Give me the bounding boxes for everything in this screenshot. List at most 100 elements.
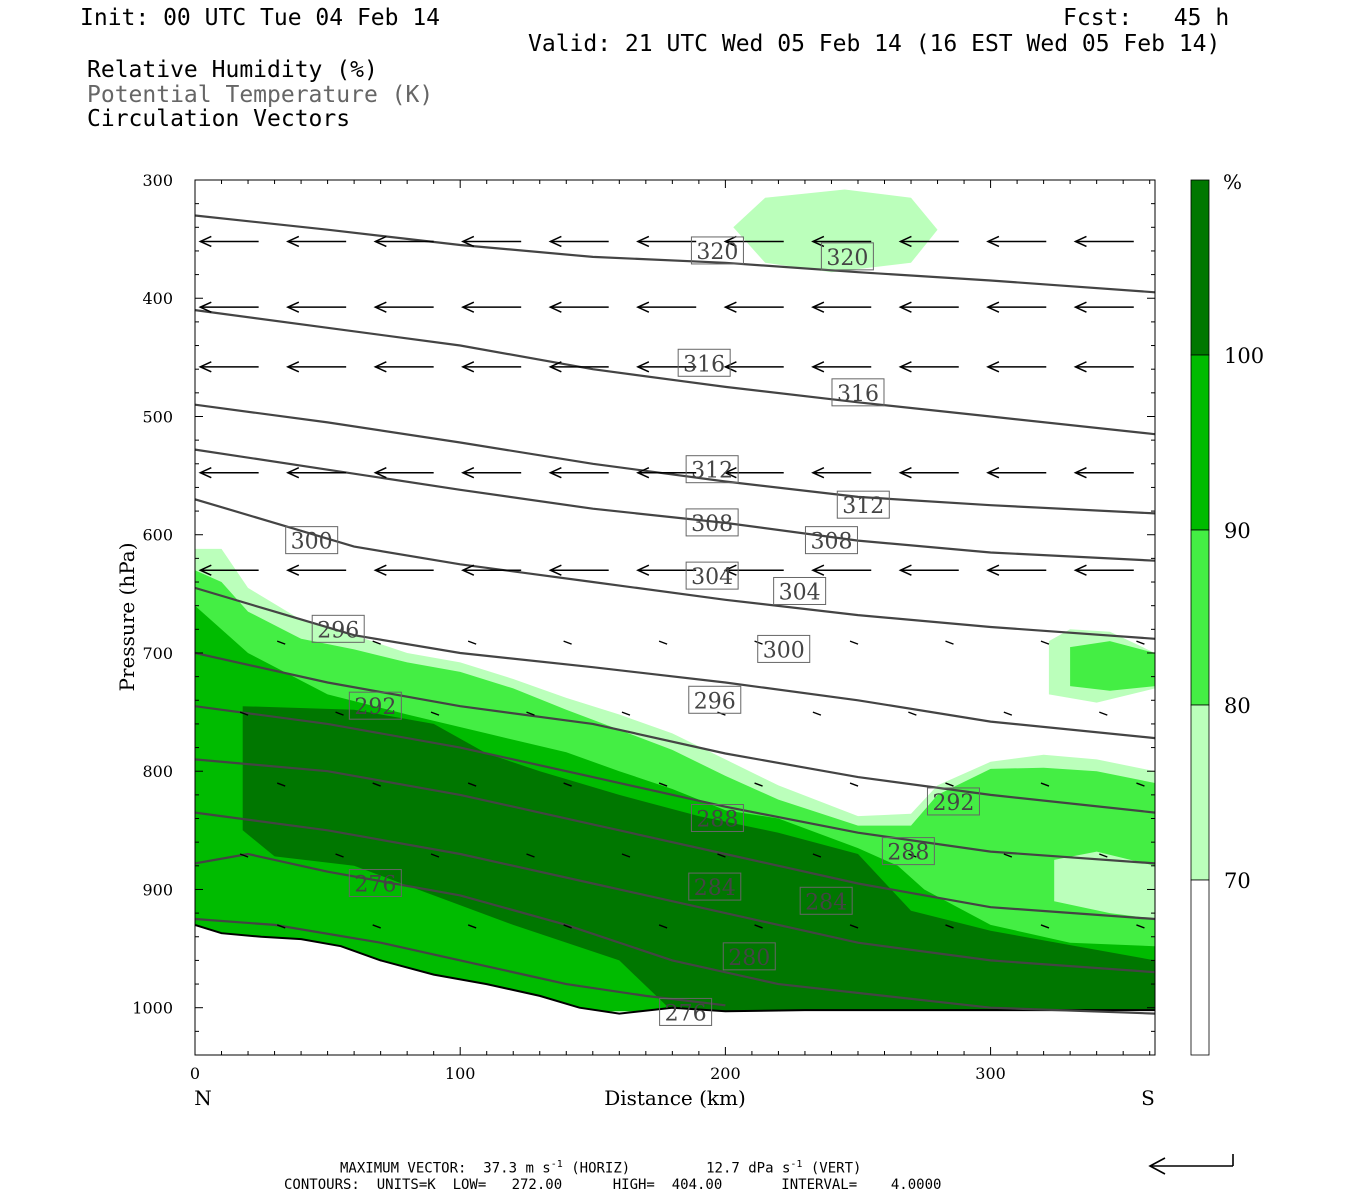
small-circulation-vector: [849, 924, 859, 929]
small-circulation-vector: [812, 853, 822, 858]
vector-head: [373, 467, 387, 479]
theta-label-text: 300: [763, 638, 805, 663]
colorbar-segment: [1190, 704, 1210, 881]
circulation-vector: [373, 467, 434, 479]
vector-head: [198, 564, 212, 576]
theta-label-text: 320: [826, 246, 868, 271]
x-tick-label: 100: [445, 1064, 476, 1083]
circulation-vector: [723, 467, 784, 479]
vector-head: [461, 301, 475, 313]
circulation-vector: [1073, 301, 1134, 313]
rh-fill-pocket: [1054, 851, 1155, 919]
circulation-vector: [898, 301, 959, 313]
vector-head: [548, 361, 562, 373]
circulation-vector: [898, 235, 959, 248]
small-circulation-vector: [945, 924, 954, 929]
theta-label-text: 284: [694, 876, 736, 901]
circulation-vector: [373, 301, 434, 313]
theta-label-box: [804, 526, 858, 555]
theta-contour-304: [195, 498, 1155, 640]
vector-head: [373, 235, 387, 248]
theta-label-box: [685, 455, 739, 484]
circulation-vector: [811, 564, 872, 576]
vector-head: [373, 564, 387, 576]
small-circulation-vector: [754, 782, 763, 787]
vector-head: [461, 235, 475, 248]
small-circulation-vector: [372, 782, 381, 787]
theta-label-288: 288: [690, 804, 744, 833]
circulation-vector: [1073, 564, 1134, 576]
theta-label-box: [659, 997, 713, 1026]
theta-label-text: 316: [837, 382, 879, 407]
small-circulation-vector: [430, 853, 440, 858]
theta-contour-308: [195, 448, 1155, 562]
vector-head: [811, 564, 825, 576]
vector-head: [548, 467, 562, 479]
circulation-vector: [898, 467, 959, 479]
theta-label-308: 308: [804, 526, 858, 555]
circulation-vector: [286, 467, 347, 479]
theta-label-288: 288: [881, 837, 935, 866]
circulation-vector: [1073, 235, 1134, 248]
theta-label-300: 300: [285, 526, 339, 555]
vector-head: [548, 301, 562, 313]
circulation-vector: [461, 235, 522, 248]
below-ground-mask: [195, 924, 1155, 1055]
theta-label-box: [688, 872, 742, 901]
small-circulation-vector: [849, 640, 859, 645]
circulation-vector: [198, 564, 259, 576]
colorbar-segment: [1190, 179, 1210, 356]
vector-head: [811, 235, 825, 248]
theta-label-box: [685, 561, 739, 590]
theta-label-312: 312: [685, 455, 739, 484]
x-axis-label: Distance (km): [604, 1086, 746, 1110]
vector-head: [198, 235, 212, 248]
small-circulation-vector: [526, 711, 535, 716]
small-circulation-vector: [1099, 711, 1108, 716]
y-tick-label: 400: [142, 289, 173, 308]
vector-head: [373, 361, 387, 373]
small-circulation-vector: [563, 640, 572, 645]
max-vector-vert-tail: (VERT): [810, 1160, 862, 1177]
circulation-vector: [548, 235, 609, 248]
circulation-vector: [198, 235, 259, 248]
theta-label-text: 296: [317, 618, 359, 643]
x-tick-label: 200: [710, 1064, 741, 1083]
theta-contour-300: [195, 586, 1155, 740]
theta-label-text: 308: [691, 512, 733, 537]
exponent-horiz: -1: [550, 1159, 563, 1170]
vector-head: [898, 467, 912, 479]
circulation-vector: [986, 301, 1047, 313]
max-vector-vert: 12.7 dPa s: [706, 1160, 791, 1177]
small-circulation-vector: [908, 853, 917, 858]
small-circulation-vector: [621, 711, 631, 716]
theta-contour-316: [195, 309, 1155, 436]
theta-label-text: 288: [887, 841, 929, 866]
small-circulation-vector: [526, 853, 535, 858]
vector-head: [986, 564, 1000, 576]
theta-label-304: 304: [773, 576, 827, 605]
vector-head: [286, 564, 300, 576]
vector-head: [636, 301, 650, 313]
vector-head: [898, 301, 912, 313]
circulation-vector: [898, 361, 959, 373]
circulation-vector: [636, 235, 697, 248]
small-circulation-vector: [467, 782, 477, 787]
theta-label-296: 296: [311, 614, 365, 643]
small-circulation-vector: [467, 640, 477, 645]
circulation-vector: [461, 301, 522, 313]
circulation-vector: [1073, 361, 1134, 373]
terrain-surface-line: [195, 923, 1155, 1015]
vector-head: [723, 235, 737, 248]
circulation-vector: [898, 564, 959, 576]
circulation-vector: [461, 564, 522, 576]
theta-label-316: 316: [831, 378, 885, 407]
vector-head: [373, 301, 387, 313]
theta-label-320: 320: [690, 236, 744, 265]
circulation-vector: [198, 361, 259, 373]
colorbar-segment: [1190, 529, 1210, 706]
colorbar-segment: [1190, 879, 1210, 1056]
vector-head: [898, 235, 912, 248]
theta-label-text: 280: [728, 946, 770, 971]
theta-label-text: 312: [691, 459, 733, 484]
